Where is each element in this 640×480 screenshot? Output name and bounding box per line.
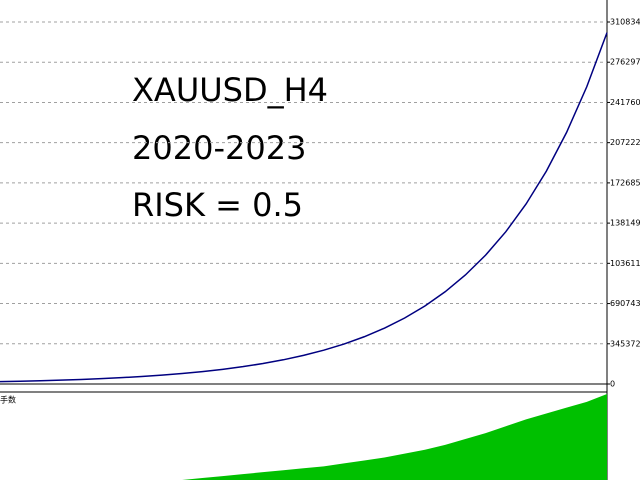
annotation: XAUUSD_H4 [132,71,328,109]
y-tick-label: 0 [610,380,615,389]
y-tick-label: 172685 [610,178,640,187]
panel-title: 手数 [0,395,16,405]
y-tick-label: 207222 [610,138,640,147]
annotation: RISK = 0.5 [132,186,303,224]
y-tick-label: 241760 [610,98,640,107]
y-tick-label: 690743 [610,299,640,308]
y-tick-label: 276297 [610,58,640,67]
annotation: 2020-2023 [132,129,306,167]
y-tick-label: 310834 [610,18,640,27]
lots-area [0,394,607,480]
y-tick-label: 345372 [610,339,640,348]
equity-line [0,32,608,383]
y-tick-label: 138149 [610,219,640,228]
y-tick-label: 103611 [610,259,640,268]
